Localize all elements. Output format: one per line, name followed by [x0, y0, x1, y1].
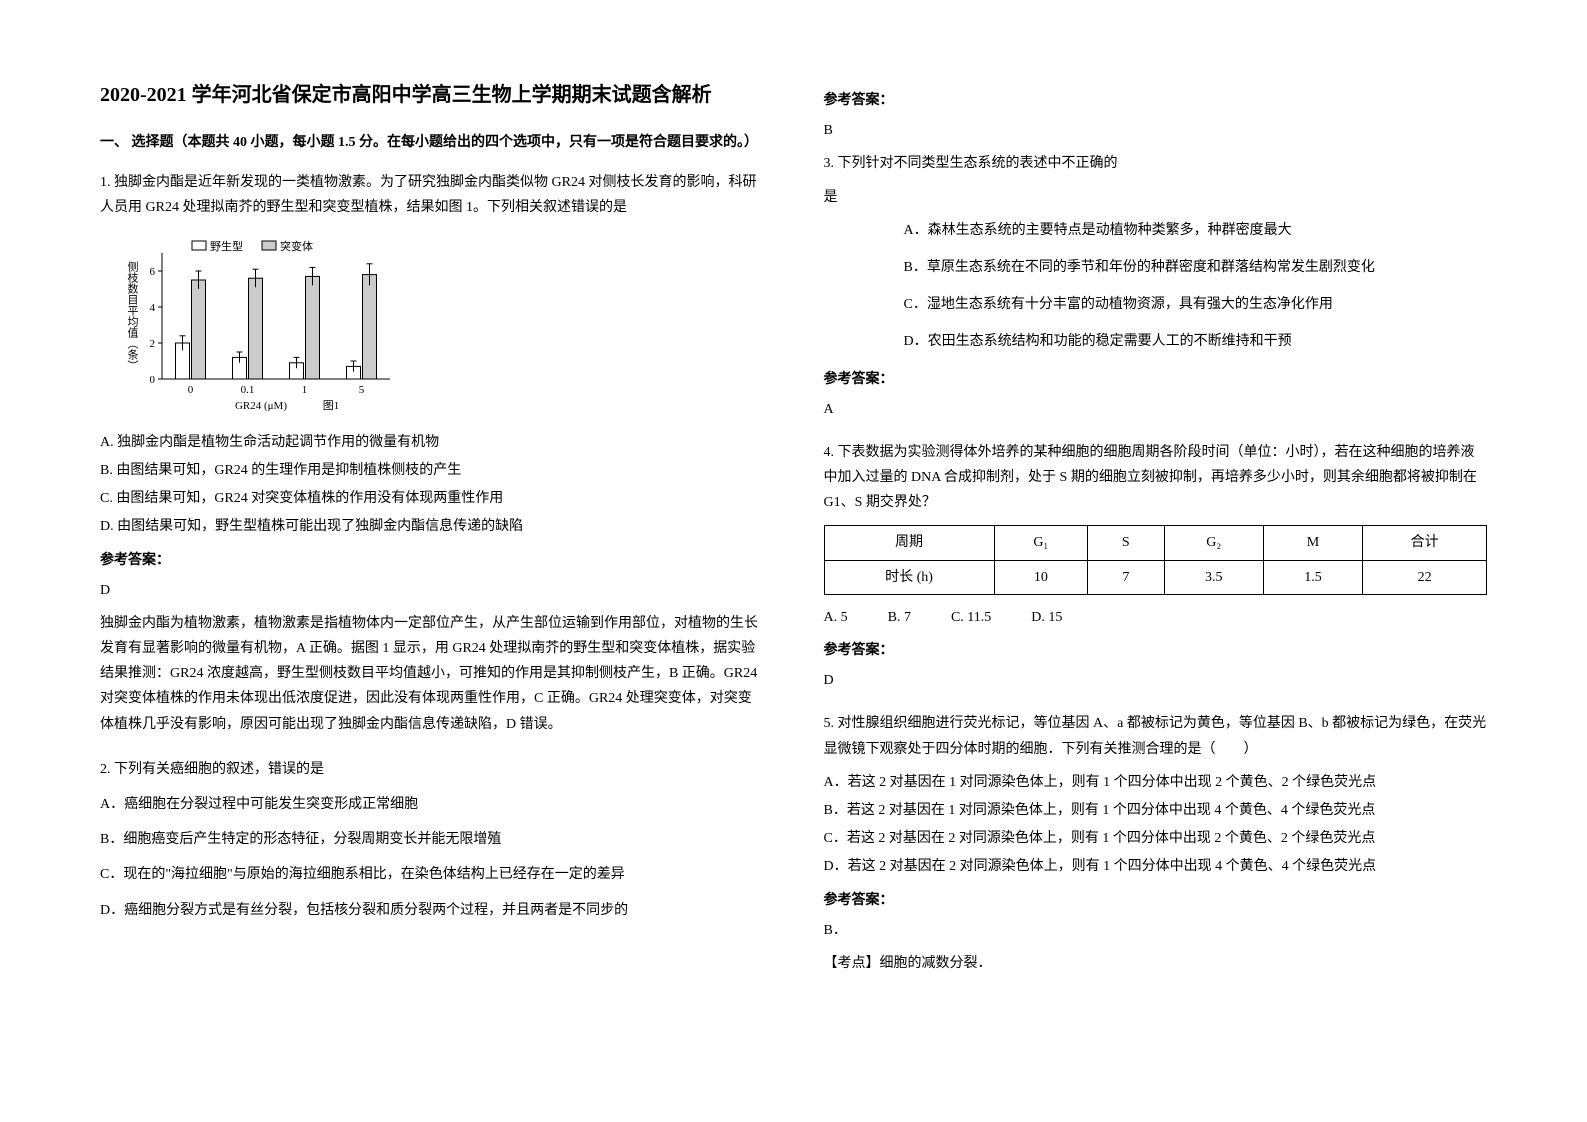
q5-opt-d: D．若这 2 对基因在 2 对同源染色体上，则有 1 个四分体中出现 4 个黄色…: [824, 854, 1488, 879]
q1-chart: 0 2 4 6 0 0.1 1 5 GR24 (μM) 图1 侧枝数目平均值（条） 野生型 突变体: [120, 231, 764, 420]
svg-text:6: 6: [150, 266, 156, 278]
q4-answer: D: [824, 668, 1488, 693]
svg-text:1: 1: [302, 384, 308, 396]
question-2: 2. 下列有关癌细胞的叙述，错误的是 A．癌细胞在分裂过程中可能发生突变形成正常…: [100, 757, 764, 926]
q5-answer-label: 参考答案：: [824, 888, 1488, 913]
svg-text:图1: 图1: [323, 399, 340, 411]
q4-opt-c: C. 11.5: [951, 605, 991, 630]
bar-chart-svg: 0 2 4 6 0 0.1 1 5 GR24 (μM) 图1 侧枝数目平均值（条） 野生型 突变体: [120, 231, 400, 411]
svg-text:侧枝数目平均值（条）: 侧枝数目平均值（条）: [126, 260, 139, 370]
q2-answer: B: [824, 118, 1488, 143]
right-column: 参考答案： B 3. 下列针对不同类型生态系统的表述中不正确的 是 A．森林生态…: [824, 80, 1488, 1042]
document-title: 2020-2021 学年河北省保定市高阳中学高三生物上学期期末试题含解析: [100, 80, 764, 110]
svg-text:0: 0: [150, 374, 156, 386]
q2-opt-b: B．细胞癌变后产生特定的形态特征，分裂周期变长并能无限增殖: [100, 827, 764, 852]
q1-opt-c: C. 由图结果可知，GR24 对突变体植株的作用没有体现两重性作用: [100, 486, 764, 511]
q3-answer: A: [824, 397, 1488, 422]
q1-explanation: 独脚金内酯为植物激素，植物激素是指植物体内一定部位产生，从产生部位运输到作用部位…: [100, 611, 764, 737]
q1-opt-a: A. 独脚金内酯是植物生命活动起调节作用的微量有机物: [100, 430, 764, 455]
q5-opt-b: B．若这 2 对基因在 1 对同源染色体上，则有 1 个四分体中出现 4 个黄色…: [824, 798, 1488, 823]
q4-opt-a: A. 5: [824, 605, 848, 630]
q5-remark: 【考点】细胞的减数分裂．: [824, 951, 1488, 976]
q4-opt-b: B. 7: [888, 605, 911, 630]
q3-text1: 3. 下列针对不同类型生态系统的表述中不正确的: [824, 151, 1488, 176]
question-5: 5. 对性腺组织细胞进行荧光标记，等位基因 A、a 都被标记为黄色，等位基因 B…: [824, 711, 1488, 976]
q3-opt-b: B．草原生态系统在不同的季节和年份的种群密度和群落结构常发生剧烈变化: [824, 255, 1488, 280]
svg-text:0.1: 0.1: [241, 384, 255, 396]
q5-opt-a: A．若这 2 对基因在 1 对同源染色体上，则有 1 个四分体中出现 2 个黄色…: [824, 770, 1488, 795]
section-header: 一、 选择题（本题共 40 小题，每小题 1.5 分。在每小题给出的四个选项中，…: [100, 130, 764, 155]
q3-text2: 是: [824, 185, 1488, 210]
svg-text:0: 0: [188, 384, 194, 396]
question-4: 4. 下表数据为实验测得体外培养的某种细胞的细胞周期各阶段时间（单位：小时），若…: [824, 440, 1488, 702]
q2-answer-label: 参考答案：: [824, 88, 1488, 113]
q2-opt-d: D．癌细胞分裂方式是有丝分裂，包括核分裂和质分裂两个过程，并且两者是不同步的: [100, 898, 764, 923]
svg-text:5: 5: [359, 384, 365, 396]
q3-opt-d: D．农田生态系统结构和功能的稳定需要人工的不断维持和干预: [824, 329, 1488, 354]
q2-opt-a: A．癌细胞在分裂过程中可能发生突变形成正常细胞: [100, 792, 764, 817]
q1-answer: D: [100, 578, 764, 603]
q4-answer-label: 参考答案：: [824, 638, 1488, 663]
q1-opt-b: B. 由图结果可知，GR24 的生理作用是抑制植株侧枝的产生: [100, 458, 764, 483]
cell-cycle-table: 周期G₁SG₂M合计时长 (h)1073.51.522: [824, 525, 1488, 594]
question-1: 1. 独脚金内酯是近年新发现的一类植物激素。为了研究独脚金内酯类似物 GR24 …: [100, 170, 764, 747]
q4-table: 周期G₁SG₂M合计时长 (h)1073.51.522: [824, 525, 1488, 594]
q2-opt-c: C．现在的"海拉细胞"与原始的海拉细胞系相比，在染色体结构上已经存在一定的差异: [100, 862, 764, 887]
q3-opt-a: A．森林生态系统的主要特点是动植物种类繁多，种群密度最大: [824, 218, 1488, 243]
question-3: 3. 下列针对不同类型生态系统的表述中不正确的 是 A．森林生态系统的主要特点是…: [824, 151, 1488, 430]
q3-opt-c: C．湿地生态系统有十分丰富的动植物资源，具有强大的生态净化作用: [824, 292, 1488, 317]
svg-text:野生型: 野生型: [210, 239, 243, 253]
q4-opt-d: D. 15: [1031, 605, 1062, 630]
q1-opt-d: D. 由图结果可知，野生型植株可能出现了独脚金内酯信息传递的缺陷: [100, 514, 764, 539]
q5-answer: B．: [824, 918, 1488, 943]
q4-options: A. 5 B. 7 C. 11.5 D. 15: [824, 605, 1488, 630]
q5-text: 5. 对性腺组织细胞进行荧光标记，等位基因 A、a 都被标记为黄色，等位基因 B…: [824, 711, 1488, 761]
q5-opt-c: C．若这 2 对基因在 2 对同源染色体上，则有 1 个四分体中出现 2 个黄色…: [824, 826, 1488, 851]
q1-text: 1. 独脚金内酯是近年新发现的一类植物激素。为了研究独脚金内酯类似物 GR24 …: [100, 170, 764, 220]
q3-answer-label: 参考答案：: [824, 367, 1488, 392]
left-column: 2020-2021 学年河北省保定市高阳中学高三生物上学期期末试题含解析 一、 …: [100, 80, 764, 1042]
svg-text:4: 4: [150, 302, 156, 314]
q4-text: 4. 下表数据为实验测得体外培养的某种细胞的细胞周期各阶段时间（单位：小时），若…: [824, 440, 1488, 516]
svg-text:突变体: 突变体: [280, 239, 313, 253]
svg-text:2: 2: [150, 338, 156, 350]
q1-answer-label: 参考答案：: [100, 548, 764, 573]
svg-text:GR24 (μM): GR24 (μM): [235, 400, 287, 411]
q2-text: 2. 下列有关癌细胞的叙述，错误的是: [100, 757, 764, 782]
